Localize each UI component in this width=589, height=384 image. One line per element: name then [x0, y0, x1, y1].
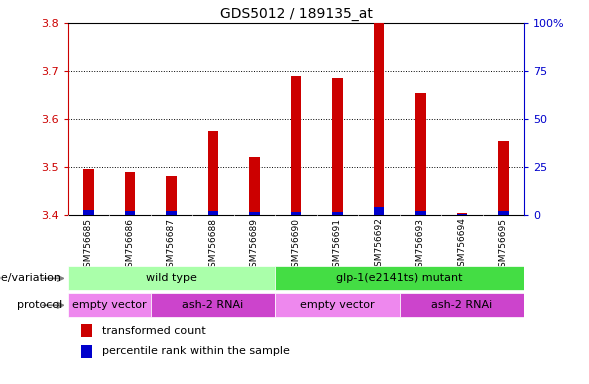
Bar	[68, 293, 151, 317]
Bar	[291, 76, 301, 215]
Text: genotype/variation: genotype/variation	[0, 273, 62, 283]
Bar	[249, 157, 260, 215]
Text: GSM756690: GSM756690	[292, 217, 300, 273]
Bar	[400, 293, 524, 317]
Bar	[498, 141, 509, 215]
Text: glp-1(e2141ts) mutant: glp-1(e2141ts) mutant	[336, 273, 463, 283]
Bar	[81, 345, 92, 358]
Bar	[498, 211, 509, 215]
Text: ash-2 RNAi: ash-2 RNAi	[431, 300, 492, 310]
Text: protocol: protocol	[16, 300, 62, 310]
Bar	[68, 266, 275, 291]
Bar	[83, 210, 94, 215]
Bar	[332, 78, 343, 215]
Text: GSM756693: GSM756693	[416, 217, 425, 273]
Bar	[457, 213, 467, 215]
Text: GSM756692: GSM756692	[375, 217, 383, 272]
Bar	[374, 23, 384, 215]
Text: GSM756695: GSM756695	[499, 217, 508, 273]
Text: percentile rank within the sample: percentile rank within the sample	[101, 346, 289, 356]
Text: GSM756694: GSM756694	[458, 217, 466, 272]
Bar	[457, 214, 467, 215]
Text: wild type: wild type	[146, 273, 197, 283]
Text: GSM756685: GSM756685	[84, 217, 93, 273]
Text: empty vector: empty vector	[72, 300, 147, 310]
Bar	[125, 211, 135, 215]
Bar	[249, 212, 260, 215]
Bar	[125, 172, 135, 215]
Bar	[332, 212, 343, 215]
Bar	[291, 212, 301, 215]
Bar	[81, 324, 92, 337]
Bar	[208, 211, 218, 215]
Bar	[166, 211, 177, 215]
Text: ash-2 RNAi: ash-2 RNAi	[183, 300, 244, 310]
Title: GDS5012 / 189135_at: GDS5012 / 189135_at	[220, 7, 372, 21]
Text: GSM756691: GSM756691	[333, 217, 342, 273]
Bar	[275, 266, 524, 291]
Bar	[83, 169, 94, 215]
Text: empty vector: empty vector	[300, 300, 375, 310]
Bar	[415, 93, 426, 215]
Bar	[374, 207, 384, 215]
Text: GSM756686: GSM756686	[125, 217, 134, 273]
Text: GSM756687: GSM756687	[167, 217, 176, 273]
Text: GSM756688: GSM756688	[209, 217, 217, 273]
Text: GSM756689: GSM756689	[250, 217, 259, 273]
Bar	[151, 293, 275, 317]
Bar	[166, 175, 177, 215]
Bar	[208, 131, 218, 215]
Bar	[275, 293, 400, 317]
Bar	[415, 211, 426, 215]
Text: transformed count: transformed count	[101, 326, 205, 336]
